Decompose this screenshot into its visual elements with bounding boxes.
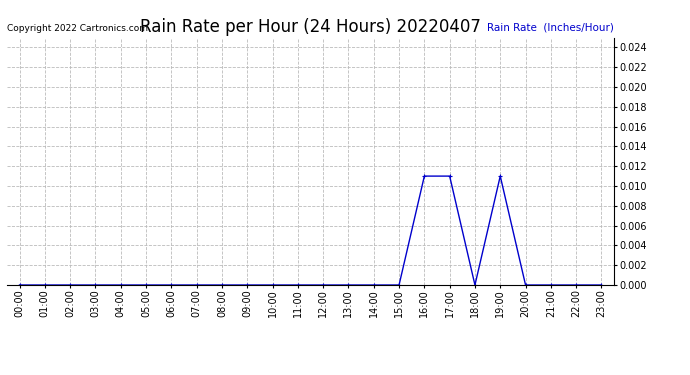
Text: Rain Rate  (Inches/Hour): Rain Rate (Inches/Hour)	[487, 22, 614, 33]
Title: Rain Rate per Hour (24 Hours) 20220407: Rain Rate per Hour (24 Hours) 20220407	[140, 18, 481, 36]
Text: Copyright 2022 Cartronics.com: Copyright 2022 Cartronics.com	[7, 24, 148, 33]
